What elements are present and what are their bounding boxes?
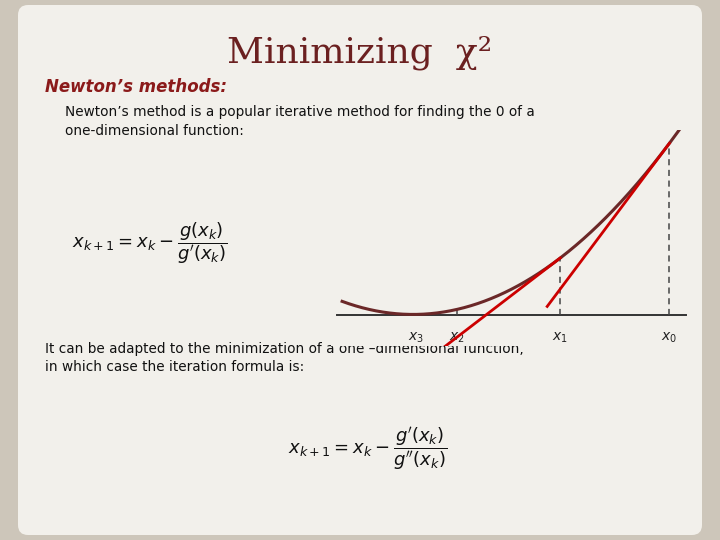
Text: in which case the iteration formula is:: in which case the iteration formula is: bbox=[45, 360, 305, 374]
Text: $x_1$: $x_1$ bbox=[552, 330, 568, 345]
Text: Newton’s methods:: Newton’s methods: bbox=[45, 78, 227, 96]
Text: Newton’s method is a popular iterative method for finding the 0 of a: Newton’s method is a popular iterative m… bbox=[65, 105, 535, 119]
Text: $x_2$: $x_2$ bbox=[449, 330, 464, 345]
Text: $x_3$: $x_3$ bbox=[408, 330, 424, 345]
Text: Minimizing  χ²: Minimizing χ² bbox=[228, 35, 492, 70]
Text: $x_{k+1} = x_k - \dfrac{g'(x_k)}{g''(x_k)}$: $x_{k+1} = x_k - \dfrac{g'(x_k)}{g''(x_k… bbox=[288, 425, 447, 471]
FancyBboxPatch shape bbox=[18, 5, 702, 535]
Text: $x_0$: $x_0$ bbox=[662, 330, 678, 345]
Text: It can be adapted to the minimization of a one –dimensional function,: It can be adapted to the minimization of… bbox=[45, 342, 523, 356]
Text: $x_{k+1} = x_k - \dfrac{g(x_k)}{g'(x_k)}$: $x_{k+1} = x_k - \dfrac{g(x_k)}{g'(x_k)}… bbox=[72, 220, 228, 266]
Text: one-dimensional function:: one-dimensional function: bbox=[65, 124, 244, 138]
